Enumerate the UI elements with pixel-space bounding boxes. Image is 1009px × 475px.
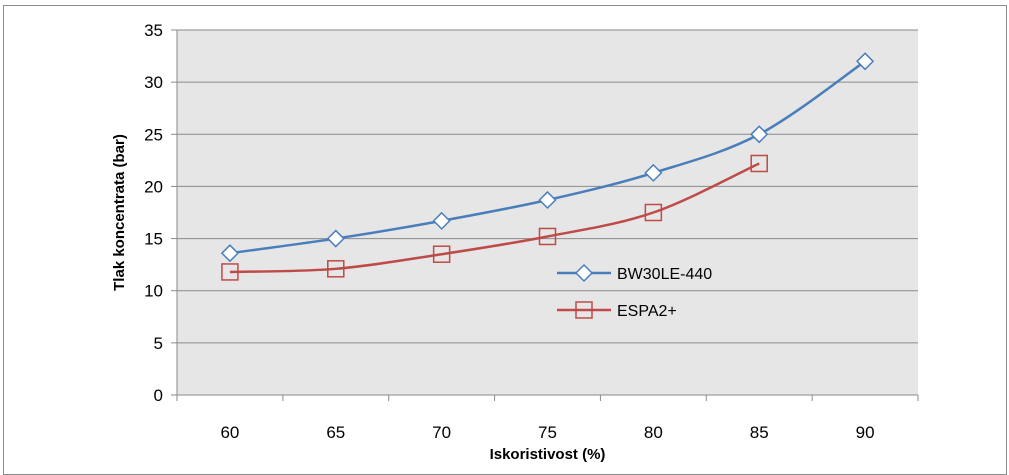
x-tick-label: 60: [220, 423, 239, 442]
gridlines: [177, 29, 918, 344]
x-tick-label: 70: [432, 423, 451, 442]
series-bw30le-440: [220, 52, 875, 263]
line-chart: 0 5 10 15 20 25 30 35 60 65 70 75 80 85 90 BW30LE-440…: [111, 21, 919, 463]
x-tick-label: 75: [538, 423, 557, 442]
square-marker: [221, 263, 239, 281]
x-tick-label: 65: [326, 423, 345, 442]
legend-label: BW30LE-440: [617, 266, 712, 283]
axes: [171, 29, 919, 401]
diamond-marker: [220, 244, 239, 263]
diamond-marker: [538, 190, 557, 210]
series-line: [229, 162, 760, 274]
y-axis-title: Tlak koncentrata (bar): [111, 134, 128, 291]
diamond-marker: [432, 211, 451, 230]
square-marker: [327, 260, 345, 278]
series-group: [220, 52, 875, 281]
y-tick-labels: 0 5 10 15 20 25 30 35: [144, 21, 163, 405]
series-espa2-: [221, 154, 768, 281]
square-marker: [750, 154, 768, 173]
y-tick-label: 20: [144, 177, 163, 196]
plot-area: [177, 30, 918, 395]
square-marker: [644, 203, 663, 222]
x-tick-label: 85: [750, 423, 769, 442]
square-marker: [432, 245, 451, 263]
square-marker: [575, 301, 593, 319]
y-tick-label: 30: [144, 73, 163, 92]
y-tick-label: 25: [144, 125, 163, 144]
y-tick-label: 35: [144, 21, 163, 40]
x-tick-label: 90: [856, 423, 875, 442]
diamond-marker: [574, 263, 594, 283]
y-tick-label: 10: [144, 282, 163, 301]
diamond-marker: [326, 229, 345, 248]
diamond-marker: [750, 125, 769, 144]
legend-item: ESPA2+: [557, 301, 677, 320]
x-axis-title: Iskoristivost (%): [490, 446, 606, 463]
legend-label: ESPA2+: [617, 303, 677, 320]
x-tick-labels: 60 65 70 75 80 85 90: [220, 423, 874, 442]
x-tick-label: 80: [644, 423, 663, 442]
diamond-marker: [856, 52, 875, 71]
y-tick-label: 0: [154, 386, 163, 405]
y-tick-label: 15: [144, 230, 163, 249]
legend-item: BW30LE-440: [557, 263, 712, 283]
diamond-marker: [644, 163, 663, 182]
square-marker: [538, 227, 557, 246]
y-tick-label: 5: [154, 334, 163, 353]
legend: BW30LE-440 ESPA2+: [557, 263, 712, 320]
